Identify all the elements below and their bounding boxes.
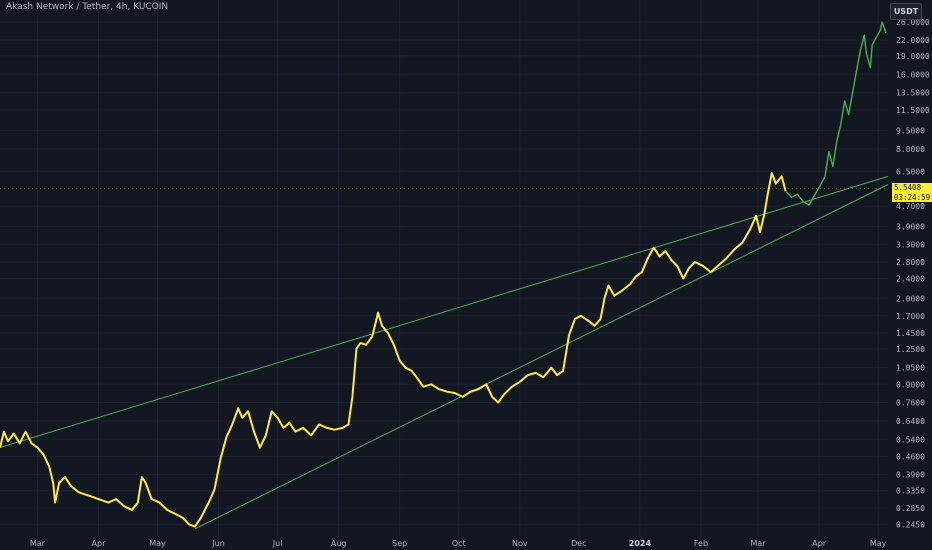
price-series-line-1 xyxy=(0,172,787,528)
trend-line-lower[interactable] xyxy=(194,184,889,530)
y-tick-label: 11.5000 xyxy=(896,106,930,115)
y-tick-label: 2.8000 xyxy=(896,258,925,267)
y-tick-label: 0.4600 xyxy=(896,453,925,462)
y-tick-label: 0.7600 xyxy=(896,398,925,407)
y-tick-label: 19.0000 xyxy=(896,52,930,61)
x-tick-label: Apr xyxy=(812,539,827,548)
last-price-tag: 5.5408 03:24:59 xyxy=(892,183,932,202)
x-tick-label: Oct xyxy=(452,539,466,548)
x-tick-label: Dec xyxy=(571,539,586,548)
y-tick-label: 8.0000 xyxy=(896,145,925,154)
x-tick-label: 2024 xyxy=(629,539,652,548)
price-series-line-2 xyxy=(785,21,887,206)
chart-title: Akash Network / Tether, 4h, KUCOIN xyxy=(6,2,169,12)
y-tick-label: 13.5000 xyxy=(896,89,930,98)
x-axis[interactable]: Mar Apr May Jun Jul Aug Sep Oct Nov Dec 2024 Feb Mar… xyxy=(30,539,887,548)
y-tick-label: 0.2450 xyxy=(896,520,925,529)
y-tick-label: 3.3000 xyxy=(896,240,925,249)
y-tick-label: 4.7000 xyxy=(896,202,925,211)
y-tick-label: 2.0000 xyxy=(896,294,925,303)
y-tick-label: 2.4000 xyxy=(896,275,925,284)
y-tick-label: 22.0000 xyxy=(896,36,930,45)
grid xyxy=(0,0,888,540)
last-price-value: 5.5408 xyxy=(894,183,922,192)
x-tick-label: Apr xyxy=(92,539,107,548)
x-tick-label: Jun xyxy=(211,539,225,548)
x-tick-label: Jul xyxy=(272,539,283,548)
x-tick-label: Sep xyxy=(392,539,407,548)
y-tick-label: 0.3350 xyxy=(896,487,925,496)
x-tick-label: May xyxy=(870,539,887,548)
y-tick-label: 1.7000 xyxy=(896,312,925,321)
y-tick-label: 6.5000 xyxy=(896,167,925,176)
y-tick-label: 26.0000 xyxy=(896,18,930,27)
x-tick-label: Mar xyxy=(751,539,767,548)
y-tick-label: 1.4500 xyxy=(896,329,925,338)
x-tick-label: Nov xyxy=(512,539,528,548)
y-tick-label: 9.5000 xyxy=(896,126,925,135)
currency-badge[interactable]: USDT xyxy=(890,3,922,20)
bar-countdown: 03:24:59 xyxy=(894,192,931,202)
y-tick-label: 3.9000 xyxy=(896,222,925,231)
y-tick-label: 0.3900 xyxy=(896,470,925,479)
y-axis[interactable]: 26.0000 22.0000 19.0000 16.0000 13.5000 11.50… xyxy=(896,18,930,529)
y-tick-label: 0.9000 xyxy=(896,380,925,389)
y-tick-label: 1.0500 xyxy=(896,364,925,373)
y-tick-label: 0.2850 xyxy=(896,504,925,513)
y-tick-label: 0.6400 xyxy=(896,417,925,426)
x-tick-label: May xyxy=(149,539,166,548)
y-tick-label: 0.5400 xyxy=(896,435,925,444)
x-tick-label: Mar xyxy=(30,539,46,548)
trend-line-upper[interactable] xyxy=(0,175,889,449)
x-tick-label: Feb xyxy=(694,539,708,548)
y-tick-label: 1.2500 xyxy=(896,345,925,354)
y-tick-label: 16.0000 xyxy=(896,70,930,79)
x-tick-label: Aug xyxy=(331,539,347,548)
